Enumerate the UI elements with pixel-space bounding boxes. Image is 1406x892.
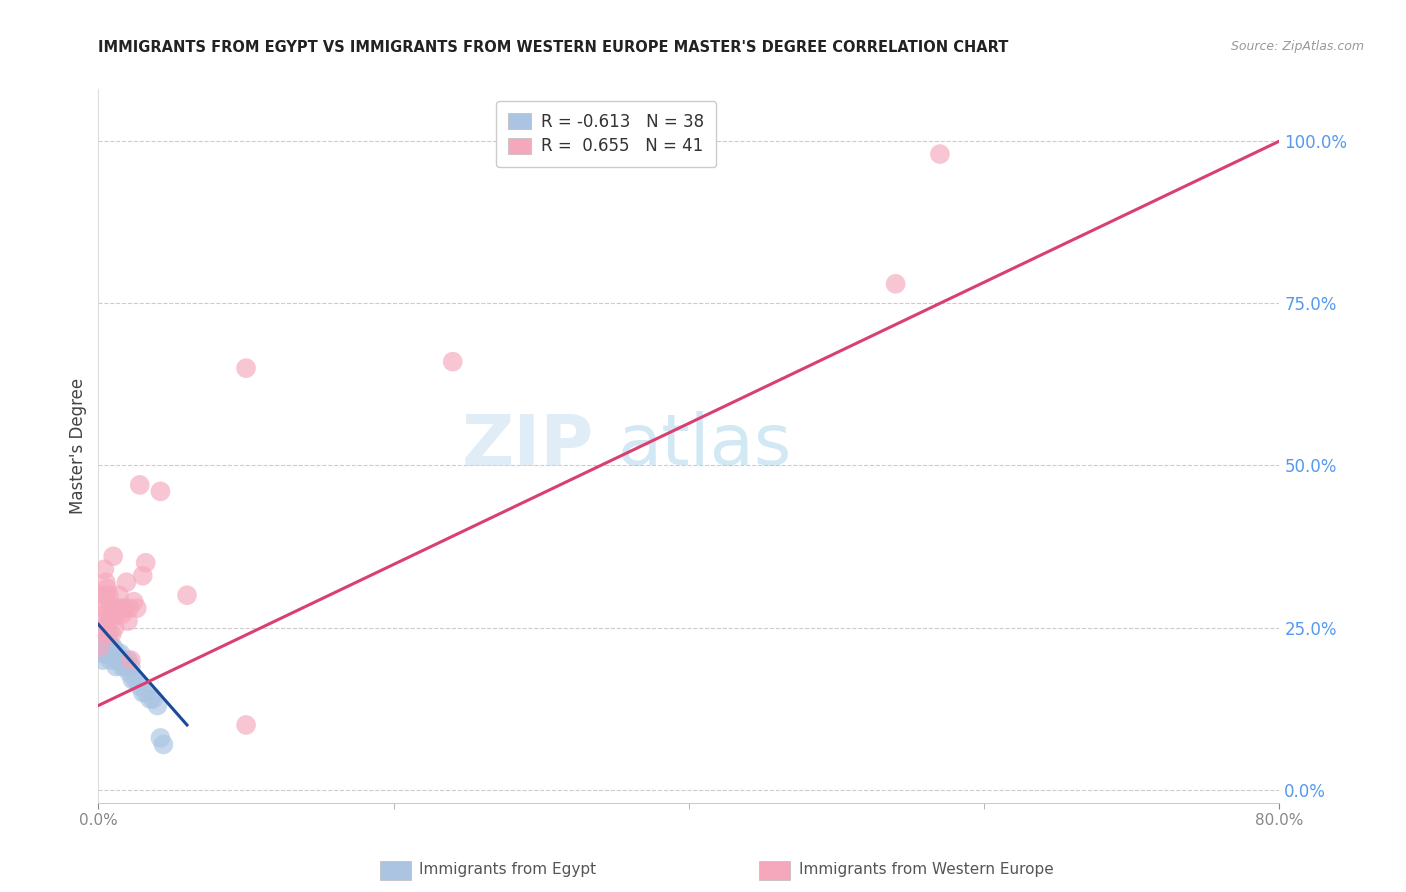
Text: Immigrants from Western Europe: Immigrants from Western Europe	[799, 863, 1053, 877]
Point	[97, 647, 120, 661]
Point	[108, 588, 131, 602]
Point	[114, 659, 136, 673]
Point	[110, 601, 132, 615]
Point	[111, 659, 134, 673]
Point	[98, 653, 121, 667]
Point	[98, 601, 121, 615]
Point	[132, 568, 155, 582]
Point	[149, 484, 172, 499]
Point	[97, 588, 120, 602]
Point	[928, 147, 950, 161]
Point	[142, 692, 165, 706]
Point	[104, 621, 127, 635]
Text: IMMIGRANTS FROM EGYPT VS IMMIGRANTS FROM WESTERN EUROPE MASTER'S DEGREE CORRELAT: IMMIGRANTS FROM EGYPT VS IMMIGRANTS FROM…	[98, 40, 1008, 55]
Legend: R = -0.613   N = 38, R =  0.655   N = 41: R = -0.613 N = 38, R = 0.655 N = 41	[496, 101, 716, 167]
Point	[110, 647, 132, 661]
Point	[108, 653, 131, 667]
Text: Source: ZipAtlas.com: Source: ZipAtlas.com	[1230, 40, 1364, 54]
Point	[121, 673, 143, 687]
Point	[96, 582, 118, 596]
Point	[117, 614, 139, 628]
Point	[91, 653, 114, 667]
Point	[114, 601, 136, 615]
Point	[94, 621, 117, 635]
Point	[96, 627, 118, 641]
Point	[107, 601, 129, 615]
Point	[441, 354, 464, 368]
Point	[94, 647, 117, 661]
Point	[120, 659, 142, 673]
Point	[135, 685, 157, 699]
Point	[94, 575, 117, 590]
Point	[98, 640, 121, 654]
Point	[103, 647, 125, 661]
Point	[135, 556, 157, 570]
Point	[105, 653, 128, 667]
Point	[94, 633, 117, 648]
Point	[125, 601, 148, 615]
Point	[100, 647, 122, 661]
Point	[91, 607, 114, 622]
Point	[117, 653, 139, 667]
Point	[96, 647, 118, 661]
Point	[105, 659, 128, 673]
Point	[97, 627, 120, 641]
Point	[103, 640, 125, 654]
Point	[94, 640, 117, 654]
Point	[105, 607, 128, 622]
Point	[107, 647, 129, 661]
Point	[146, 698, 169, 713]
Point	[176, 588, 198, 602]
Point	[89, 640, 111, 654]
Point	[235, 718, 257, 732]
Point	[128, 478, 150, 492]
Point	[112, 653, 135, 667]
Point	[91, 647, 114, 661]
Point	[103, 549, 125, 564]
Point	[132, 685, 155, 699]
Text: Immigrants from Egypt: Immigrants from Egypt	[419, 863, 596, 877]
Y-axis label: Master's Degree: Master's Degree	[69, 378, 87, 514]
Point	[128, 679, 150, 693]
Point	[152, 738, 174, 752]
Point	[120, 653, 142, 667]
Text: atlas: atlas	[619, 411, 793, 481]
Point	[118, 601, 141, 615]
Point	[93, 633, 115, 648]
Point	[149, 731, 172, 745]
Point	[122, 595, 145, 609]
Point	[124, 673, 146, 687]
Point	[93, 562, 115, 576]
Point	[139, 692, 162, 706]
Point	[235, 361, 257, 376]
Point	[91, 621, 114, 635]
Text: ZIP: ZIP	[463, 411, 595, 481]
Point	[104, 647, 127, 661]
Point	[90, 640, 112, 654]
Point	[884, 277, 907, 291]
Point	[115, 575, 138, 590]
Point	[100, 627, 122, 641]
Point	[94, 588, 117, 602]
Point	[111, 607, 134, 622]
Point	[90, 588, 112, 602]
Point	[100, 640, 122, 654]
Point	[97, 607, 120, 622]
Point	[118, 666, 141, 681]
Point	[103, 607, 125, 622]
Point	[93, 601, 115, 615]
Point	[98, 614, 121, 628]
